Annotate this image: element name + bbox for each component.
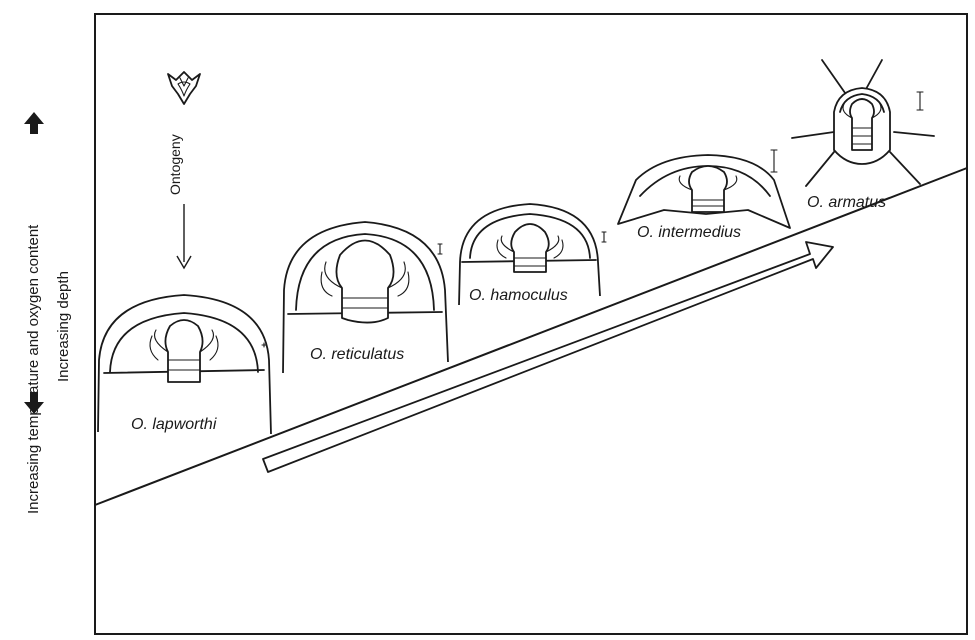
species-label-intermedius: O. intermedius <box>637 224 741 241</box>
ontogeny: Ontogeny <box>167 71 201 270</box>
trilobite-lapworthi <box>97 294 272 435</box>
species-label-lapworthi: O. lapworthi <box>131 416 217 433</box>
trilobite-hamoculus <box>458 203 607 306</box>
down-arrow-icon <box>24 392 44 414</box>
frame-border <box>94 13 968 635</box>
trilobite-armatus <box>791 59 935 187</box>
slope-line <box>94 167 968 506</box>
species-label-armatus: O. armatus <box>807 194 886 211</box>
species-label-reticulatus: O. reticulatus <box>310 346 404 363</box>
temperature-label: Increasing temperature and oxygen conten… <box>25 224 42 514</box>
species-label-hamoculus: O. hamoculus <box>469 287 568 304</box>
up-arrow-icon <box>24 112 44 134</box>
ontogeny-label: Ontogeny <box>167 134 183 195</box>
trilobite-reticulatus <box>282 221 449 374</box>
ontogeny-arrowhead-icon <box>176 255 192 270</box>
depth-label: Increasing depth <box>55 271 72 382</box>
larva-icon <box>167 71 201 105</box>
trilobite-intermedius <box>617 149 791 229</box>
trend-arrow <box>262 241 834 473</box>
side-axis: Increasing temperature and oxygen conten… <box>24 112 72 514</box>
